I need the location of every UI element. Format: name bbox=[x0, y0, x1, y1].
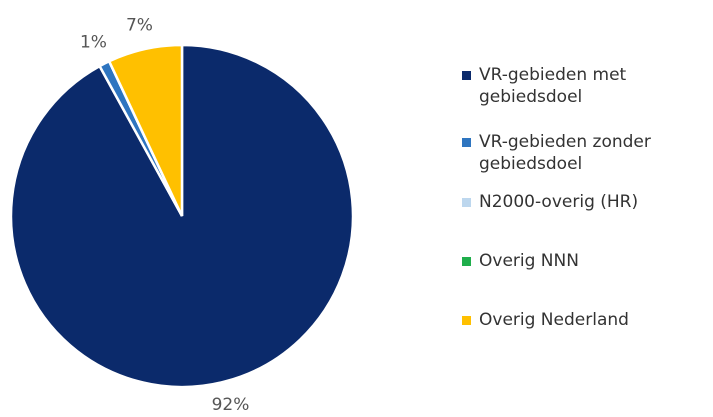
legend-item: Overig Nederland bbox=[462, 309, 692, 331]
legend-label: Overig NNN bbox=[479, 251, 579, 271]
legend-swatch bbox=[462, 198, 471, 207]
legend-swatch bbox=[462, 71, 471, 80]
legend-label: VR-gebieden zonder gebiedsdoel bbox=[479, 132, 651, 174]
legend-item: N2000-overig (HR) bbox=[462, 191, 692, 213]
legend-label: VR-gebieden met gebiedsdoel bbox=[479, 65, 627, 107]
legend-item: Overig NNN bbox=[462, 250, 692, 272]
legend-item: VR-gebieden zonder gebiedsdoel bbox=[462, 131, 692, 175]
data-label: 7% bbox=[126, 16, 153, 36]
data-label: 1% bbox=[80, 32, 107, 52]
pie-slice bbox=[107, 43, 184, 217]
legend-swatch bbox=[462, 138, 471, 147]
pie-slice bbox=[9, 43, 355, 389]
legend-swatch bbox=[462, 316, 471, 325]
legend-label: Overig Nederland bbox=[479, 310, 629, 330]
legend-swatch bbox=[462, 257, 471, 266]
legend-item: VR-gebieden met gebiedsdoel bbox=[462, 64, 692, 108]
data-label: 92% bbox=[212, 395, 250, 415]
legend-label: N2000-overig (HR) bbox=[479, 192, 639, 212]
